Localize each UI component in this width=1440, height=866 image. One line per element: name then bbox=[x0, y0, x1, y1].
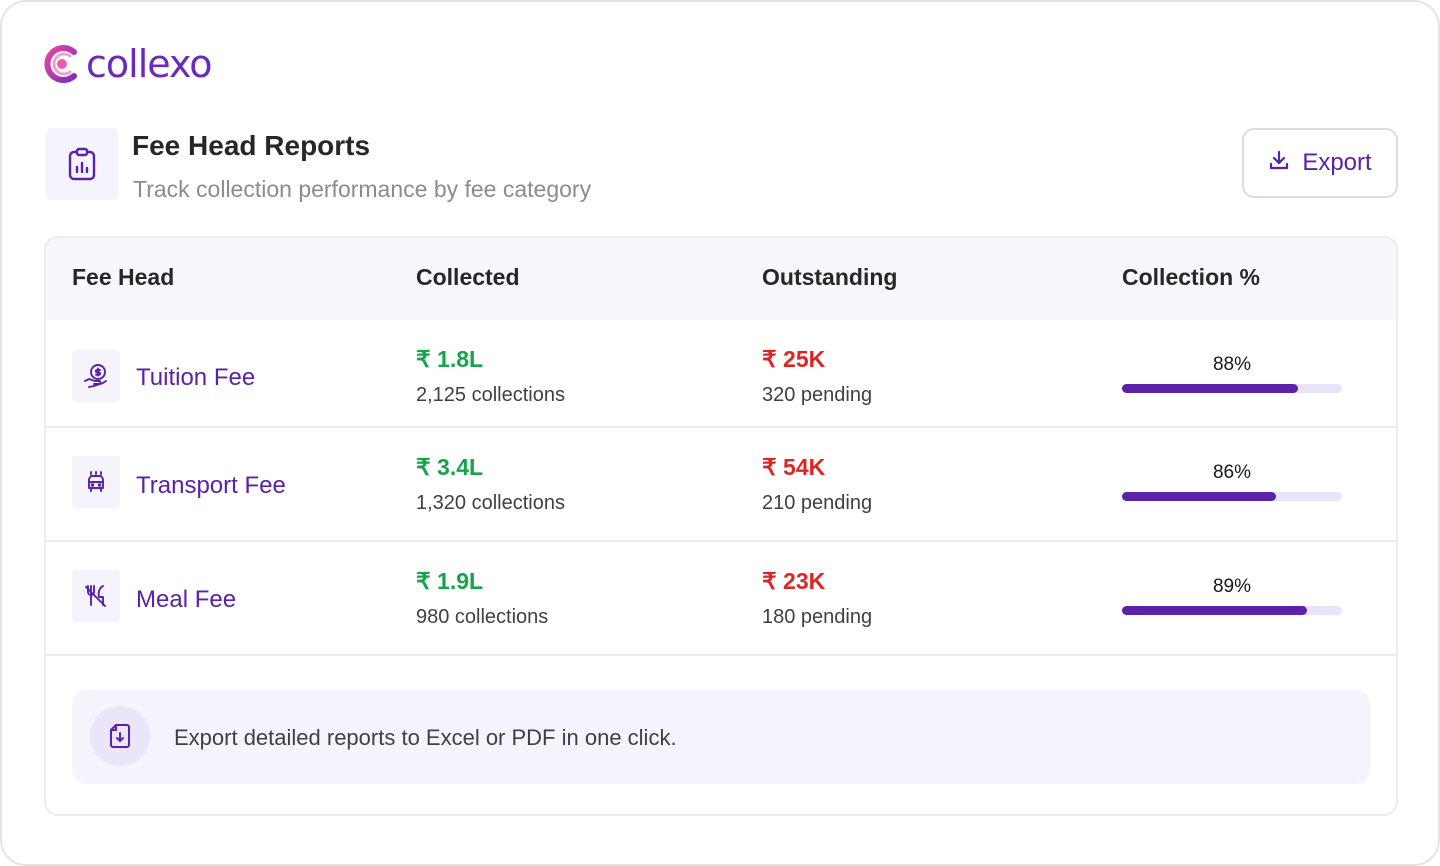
column-header-outstanding: Outstanding bbox=[762, 264, 898, 290]
collection-percent-label: 89% bbox=[1212, 576, 1252, 597]
pending-count: 180 pending bbox=[762, 606, 873, 628]
money-hand-icon bbox=[72, 350, 120, 402]
collection-progress-bar bbox=[1122, 606, 1342, 615]
download-icon bbox=[1268, 149, 1290, 178]
collection-progress-fill bbox=[1122, 606, 1307, 615]
column-header-collected: Collected bbox=[416, 264, 520, 290]
pending-count: 210 pending bbox=[762, 492, 873, 514]
collected-count: 2,125 collections bbox=[416, 384, 565, 406]
pending-count: 320 pending bbox=[762, 384, 873, 406]
table-row[interactable]: Tuition Fee ₹ 1.8L 2,125 collections ₹ 2… bbox=[46, 320, 1396, 428]
utensils-crossed-icon bbox=[72, 570, 120, 622]
collection-progress-fill bbox=[1122, 384, 1298, 393]
table-row[interactable]: Meal Fee ₹ 1.9L 980 collections ₹ 23K 18… bbox=[46, 542, 1396, 656]
fee-table: Fee Head Collected Outstanding Collectio… bbox=[44, 236, 1398, 816]
collected-amount: ₹ 1.8L bbox=[416, 346, 484, 372]
clipboard-chart-icon bbox=[46, 128, 118, 200]
collected-amount: ₹ 1.9L bbox=[416, 568, 484, 594]
file-download-icon bbox=[90, 706, 150, 766]
page-title: Fee Head Reports bbox=[132, 130, 371, 161]
collected-count: 1,320 collections bbox=[416, 492, 565, 514]
table-header: Fee Head Collected Outstanding Collectio… bbox=[46, 238, 1396, 320]
fee-name-meal[interactable]: Meal Fee bbox=[136, 586, 237, 613]
collected-amount: ₹ 3.4L bbox=[416, 454, 484, 480]
collection-progress-bar bbox=[1122, 492, 1342, 501]
export-button-label: Export bbox=[1302, 149, 1372, 176]
collexo-logo-mark bbox=[40, 42, 84, 86]
export-info-banner: Export detailed reports to Excel or PDF … bbox=[72, 690, 1370, 784]
fee-name-tuition[interactable]: Tuition Fee bbox=[136, 364, 256, 391]
column-header-collection-percent: Collection % bbox=[1122, 264, 1261, 290]
outstanding-amount: ₹ 23K bbox=[762, 568, 826, 594]
brand-name: collexo bbox=[86, 42, 213, 86]
collection-percent-label: 88% bbox=[1212, 354, 1252, 375]
export-info-text: Export detailed reports to Excel or PDF … bbox=[174, 725, 677, 750]
column-header-fee-head: Fee Head bbox=[72, 264, 175, 290]
collected-count: 980 collections bbox=[416, 606, 549, 628]
collection-progress-bar bbox=[1122, 384, 1342, 393]
page-subtitle: Track collection performance by fee cate… bbox=[133, 176, 592, 202]
fee-name-transport[interactable]: Transport Fee bbox=[136, 472, 286, 499]
export-button[interactable]: Export bbox=[1242, 128, 1398, 198]
collection-percent-label: 86% bbox=[1212, 462, 1252, 483]
outstanding-amount: ₹ 54K bbox=[762, 454, 826, 480]
collexo-logo: collexo bbox=[40, 40, 213, 88]
collection-progress-fill bbox=[1122, 492, 1276, 501]
bus-icon bbox=[72, 456, 120, 508]
table-row[interactable]: Transport Fee ₹ 3.4L 1,320 collections ₹… bbox=[46, 428, 1396, 542]
outstanding-amount: ₹ 25K bbox=[762, 346, 826, 372]
